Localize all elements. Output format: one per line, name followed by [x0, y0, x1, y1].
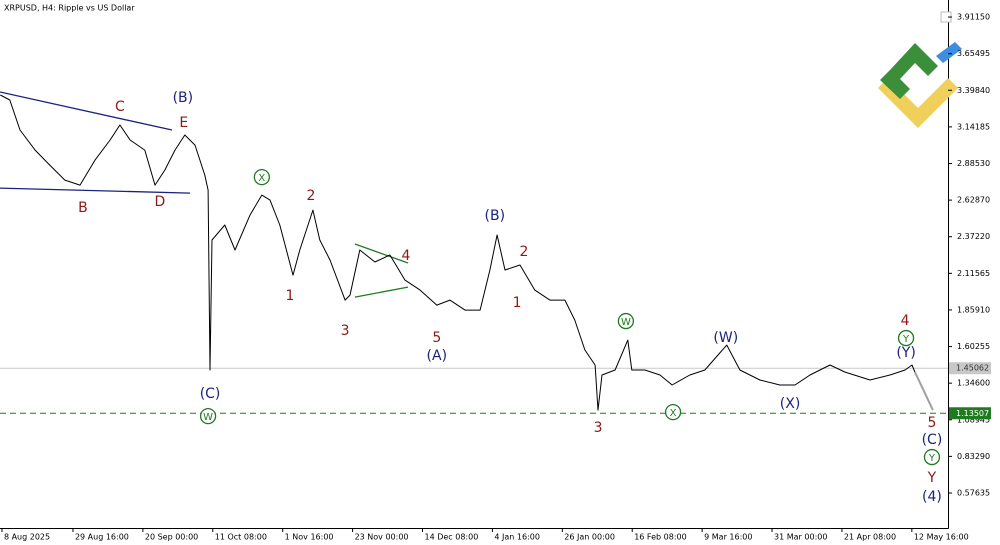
y-tick-label: 2.62870 [957, 196, 990, 205]
wave-label: Y [927, 470, 937, 486]
wave-label: 4 [901, 313, 910, 329]
wave-label: (A) [427, 348, 448, 364]
x-tick-label: 20 Sep 00:00 [145, 533, 198, 542]
price-tag [949, 362, 991, 375]
y-tick-label: 3.39840 [957, 86, 990, 95]
wave-label: E [179, 115, 188, 131]
wave-label: C [115, 99, 125, 115]
wave-label: 3 [341, 323, 350, 339]
wave-circle [199, 407, 217, 425]
price-tag-label: 1.13507 [956, 409, 989, 418]
x-tick-label: 12 May 16:00 [914, 533, 969, 542]
y-tick-label: 3.14185 [957, 122, 990, 131]
wave-label: (C) [922, 432, 943, 448]
x-tick-label: 21 Apr 08:00 [844, 533, 896, 542]
price-tag-label: 1.45062 [956, 364, 989, 373]
y-tick-label: 1.34600 [957, 379, 990, 388]
chart-title: XRPUSD, H4: Ripple vs US Dollar [4, 4, 135, 13]
y-tick-label: 0.57635 [957, 488, 990, 497]
wave-label: (B) [485, 208, 506, 224]
y-tick-label: 2.88530 [957, 159, 990, 168]
wave-label: 3 [594, 420, 603, 436]
wave-label: 1 [513, 295, 522, 311]
wave-label: 5 [432, 330, 441, 346]
wave-label: D [155, 194, 166, 210]
x-tick-label: 31 Mar 00:00 [774, 533, 827, 542]
trendline [354, 286, 409, 298]
wave-circle [617, 312, 635, 330]
y-tick-label: 3.65495 [957, 49, 990, 58]
wave-label: X [670, 408, 677, 419]
wave-circle [664, 403, 682, 421]
x-tick-label: 4 Jan 16:00 [494, 533, 540, 542]
wave-label: (X) [780, 396, 801, 412]
x-tick-label: 1 Nov 16:00 [285, 533, 334, 542]
logo-blue [936, 42, 962, 63]
y-tick-label: 3.91150 [957, 13, 990, 22]
wave-label: (W) [713, 330, 738, 346]
wave-label: X [258, 173, 265, 184]
wave-label: 2 [520, 244, 529, 260]
wave-label: 1 [286, 288, 295, 304]
y-tick-label: 2.11565 [957, 269, 990, 278]
wave-circle [923, 448, 941, 466]
trendline [354, 243, 409, 264]
wave-label: Y [902, 334, 910, 345]
x-tick-label: 26 Jan 00:00 [564, 533, 615, 542]
x-tick-label: 29 Aug 16:00 [75, 533, 129, 542]
wave-label: B [78, 200, 88, 216]
wave-circle [897, 329, 915, 347]
wave-label: W [621, 317, 631, 328]
wave-label: (4) [922, 489, 942, 505]
wave-label: (C) [200, 386, 221, 402]
y-tick-label: 1.85910 [957, 305, 990, 314]
y-tick-label: 0.83290 [957, 452, 990, 461]
x-tick-label: 14 Dec 08:00 [424, 533, 478, 542]
x-tick-label: 9 Mar 16:00 [704, 533, 752, 542]
y-tick-label: 1.60255 [957, 342, 990, 351]
wave-label: 4 [402, 248, 411, 264]
trendline [0, 187, 191, 194]
x-tick-label: 11 Oct 08:00 [215, 533, 267, 542]
price-tag [949, 407, 991, 420]
trendline [0, 91, 173, 131]
wave-label: (Y) [896, 345, 915, 361]
price-line [0, 94, 916, 411]
x-tick-label: 16 Feb 08:00 [634, 533, 686, 542]
wave-label: 5 [927, 415, 936, 431]
wave-label: (B) [173, 90, 194, 106]
wave-label: 2 [307, 188, 316, 204]
x-tick-label: 8 Aug 2025 [4, 533, 50, 542]
wave-label: Y [928, 453, 936, 464]
y-tick-label: 2.37220 [957, 232, 990, 241]
logo-green [880, 43, 938, 99]
x-tick-label: 23 Nov 00:00 [355, 533, 409, 542]
projection-line [913, 371, 934, 411]
logo [878, 42, 962, 128]
wave-circle [253, 168, 270, 186]
wave-label: W [203, 412, 213, 423]
y-tick-label: 1.08945 [957, 415, 990, 424]
